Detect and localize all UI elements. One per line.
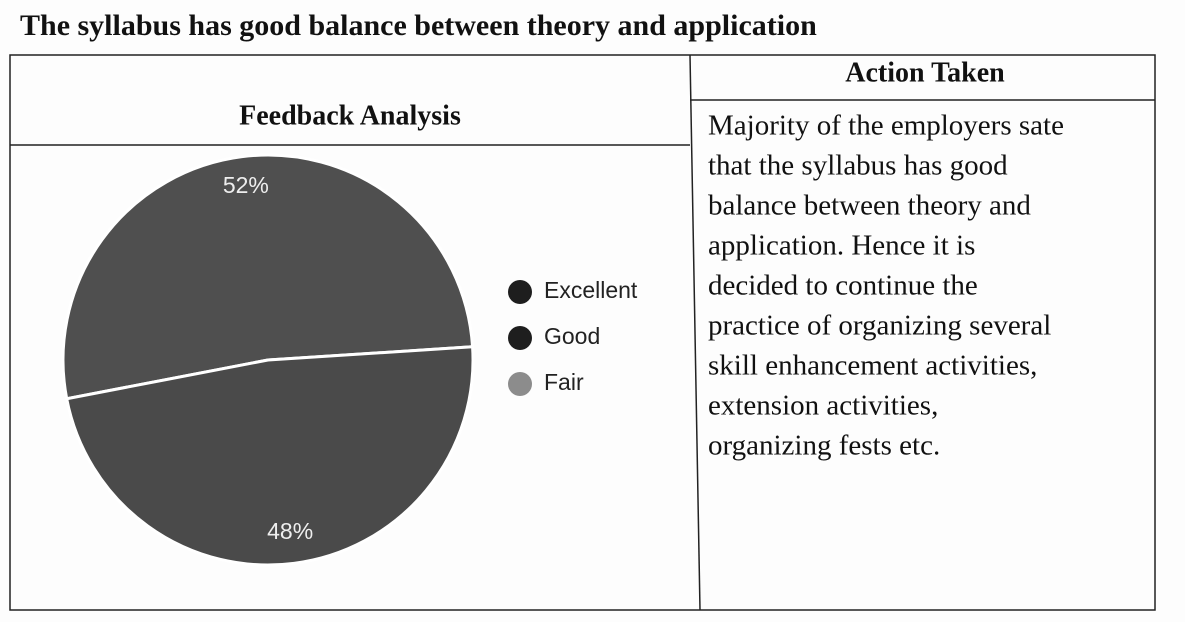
text-line: application. Hence it is — [708, 230, 975, 262]
data-label: 48% — [267, 518, 313, 544]
text-line: practice of organizing several — [708, 310, 1051, 342]
text-line: organizing fests etc. — [708, 430, 940, 462]
legend-swatch — [508, 280, 532, 304]
text-line: skill enhancement activities, — [708, 350, 1037, 382]
legend-swatch — [508, 372, 532, 396]
action-text: Majority of the employers sate that the s… — [708, 110, 1064, 462]
text-line: that the syllabus has good — [708, 150, 1008, 182]
page-title: The syllabus has good balance between th… — [20, 9, 817, 42]
pie-slice — [64, 345, 475, 567]
column-header: Feedback Analysis — [239, 100, 461, 131]
legend-label: Good — [544, 323, 600, 349]
pie-slice — [61, 153, 475, 401]
table-border — [9, 54, 1156, 611]
legend-label: Fair — [544, 369, 584, 395]
data-label: 52% — [223, 172, 269, 198]
pie-chart: 52% 48% — [61, 153, 475, 567]
column-header: Action Taken — [845, 57, 1005, 88]
text-line: Majority of the employers sate — [708, 110, 1064, 142]
text-line: balance between theory and — [708, 190, 1031, 222]
column-divider — [689, 54, 701, 611]
legend: Excellent Good Fair — [508, 277, 638, 396]
legend-swatch — [508, 326, 532, 350]
text-line: extension activities, — [708, 390, 938, 422]
text-line: decided to continue the — [708, 270, 978, 302]
legend-label: Excellent — [544, 277, 638, 303]
